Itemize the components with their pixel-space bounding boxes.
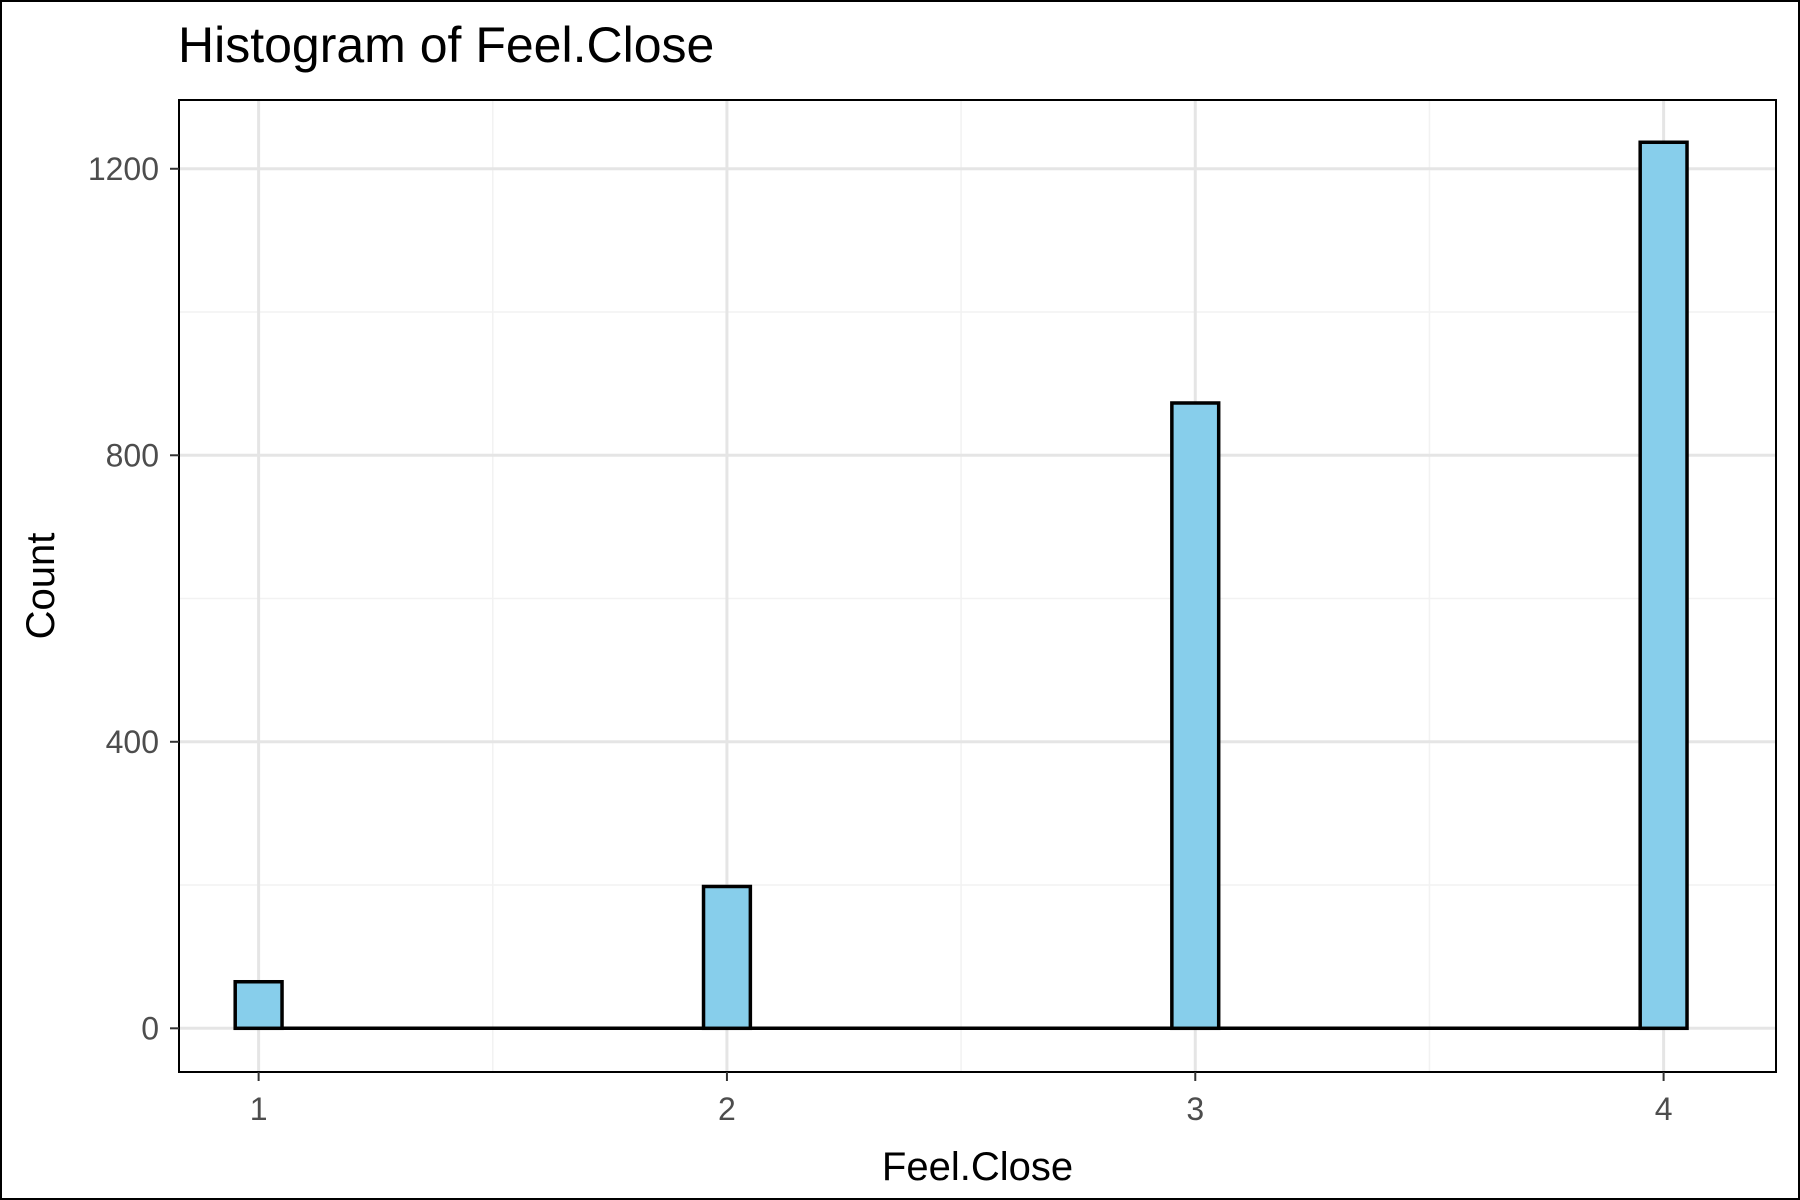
x-axis-title: Feel.Close <box>882 1145 1073 1189</box>
bar-1 <box>233 979 284 1031</box>
chart-title: Histogram of Feel.Close <box>178 17 714 73</box>
y-tick-label: 800 <box>106 437 159 473</box>
plot-panel-border <box>178 99 1777 1073</box>
y-tick-label: 400 <box>106 724 159 760</box>
y-tick-label: 1200 <box>88 151 159 187</box>
bars <box>233 140 1689 1031</box>
bar-2 <box>701 884 753 1031</box>
bar-4 <box>1638 140 1689 1031</box>
y-tick-label: 0 <box>141 1010 159 1046</box>
grid-major <box>179 100 1776 1072</box>
y-axis-title: Count <box>19 533 63 640</box>
bar-3 <box>1170 401 1221 1031</box>
x-tick-label: 4 <box>1655 1091 1673 1127</box>
y-axis-ticks: 0 400 800 1200 <box>88 151 179 1046</box>
x-tick-label: 1 <box>250 1091 268 1127</box>
x-tick-label: 2 <box>718 1091 736 1127</box>
x-axis-ticks: 1 2 3 4 <box>250 1072 1673 1127</box>
x-tick-label: 3 <box>1186 1091 1204 1127</box>
grid-minor <box>179 100 1776 1072</box>
